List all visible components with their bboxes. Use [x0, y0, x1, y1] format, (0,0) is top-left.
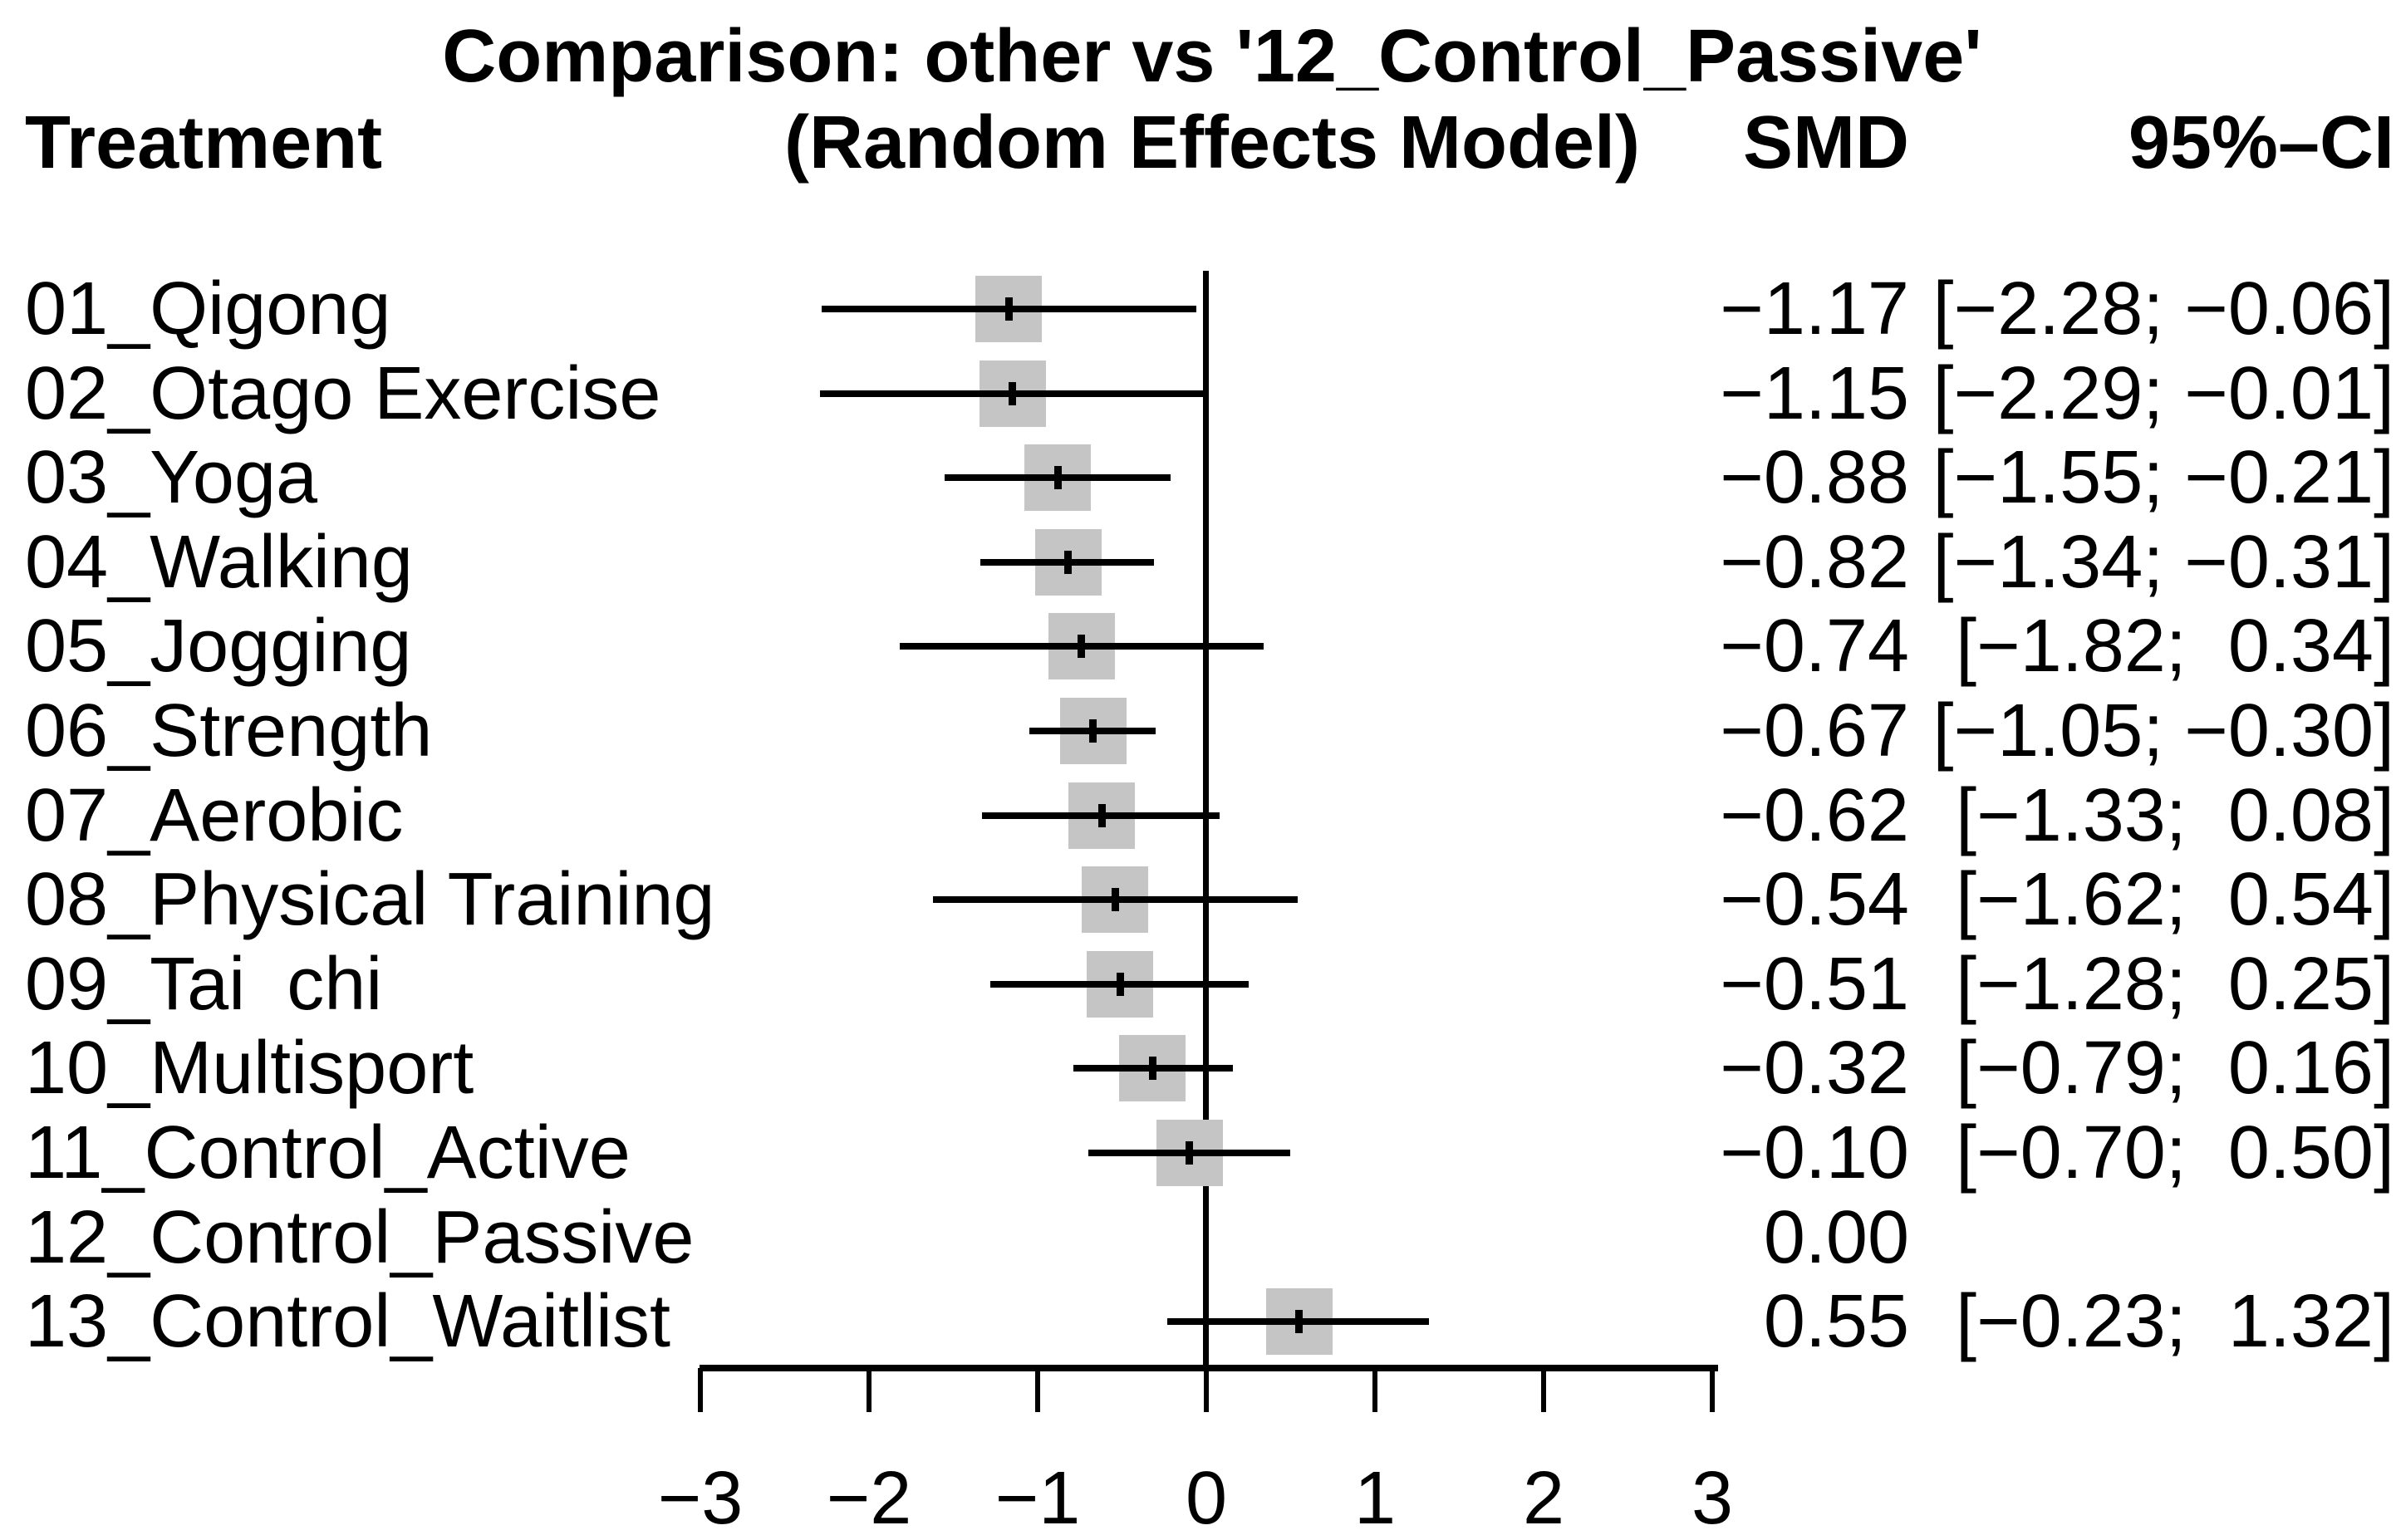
- treatment-label: 13_Control_Waitlist: [25, 1280, 670, 1364]
- point-estimate-tick: [1186, 1141, 1194, 1165]
- point-estimate-tick: [1089, 719, 1097, 743]
- ci-value: [−1.05; −0.30]: [1932, 689, 2394, 772]
- ci-value: [−1.28; 0.25]: [1956, 942, 2394, 1026]
- x-axis-tick-mark: [1710, 1368, 1715, 1412]
- smd-value: −0.51: [1720, 942, 1909, 1026]
- treatment-label: 07_Aerobic: [25, 773, 404, 857]
- ci-value: [−1.82; 0.34]: [1956, 605, 2394, 689]
- x-axis-tick-label: −3: [657, 1457, 744, 1540]
- treatment-label: 08_Physical Training: [25, 858, 715, 942]
- ci-value: [−2.29; −0.01]: [1932, 351, 2394, 435]
- x-axis-tick-label: −2: [826, 1457, 912, 1540]
- smd-value: −1.17: [1720, 267, 1909, 351]
- smd-value: −0.62: [1720, 773, 1909, 857]
- point-estimate-tick: [1097, 803, 1106, 827]
- smd-value: −0.54: [1720, 858, 1909, 942]
- x-axis-tick-label: 2: [1522, 1457, 1565, 1540]
- x-axis-tick-mark: [1372, 1368, 1377, 1412]
- x-axis-line: [700, 1365, 1718, 1371]
- point-estimate-tick: [1148, 1057, 1156, 1081]
- treatment-label: 12_Control_Passive: [25, 1195, 695, 1279]
- point-estimate-tick: [1009, 381, 1017, 405]
- treatment-label: 06_Strength: [25, 689, 433, 772]
- treatment-label: 04_Walking: [25, 520, 413, 604]
- x-axis-tick-mark: [698, 1368, 703, 1412]
- point-estimate-tick: [1116, 972, 1124, 996]
- point-estimate-tick: [1053, 466, 1062, 490]
- ci-value: [−2.28; −0.06]: [1932, 267, 2394, 351]
- point-estimate-tick: [1064, 550, 1073, 574]
- smd-value: −0.67: [1720, 689, 1909, 772]
- treatment-label: 11_Control_Active: [25, 1111, 631, 1194]
- smd-value: −0.10: [1720, 1111, 1909, 1194]
- smd-value: 0.55: [1763, 1280, 1909, 1364]
- treatment-label: 01_Qigong: [25, 267, 391, 351]
- ci-value: [−1.62; 0.54]: [1956, 858, 2394, 942]
- chart-subtitle: (Random Effects Model): [783, 101, 1641, 184]
- smd-value: −1.15: [1720, 351, 1909, 435]
- column-header-smd: SMD: [1743, 101, 1909, 184]
- point-estimate-tick: [1111, 888, 1119, 912]
- x-axis-tick-mark: [1204, 1368, 1209, 1412]
- x-axis-tick-label: 3: [1691, 1457, 1734, 1540]
- treatment-label: 02_Otago Exercise: [25, 351, 661, 435]
- smd-value: −0.82: [1720, 520, 1909, 604]
- treatment-label: 05_Jogging: [25, 605, 412, 689]
- x-axis-tick-label: 0: [1185, 1457, 1228, 1540]
- treatment-label: 10_Multisport: [25, 1027, 474, 1111]
- smd-value: −0.88: [1720, 436, 1909, 520]
- smd-value: 0.00: [1763, 1195, 1909, 1279]
- x-axis-tick-label: −1: [994, 1457, 1081, 1540]
- ci-value: [−0.70; 0.50]: [1956, 1111, 2394, 1194]
- ci-value: [−0.23; 1.32]: [1956, 1280, 2394, 1364]
- x-axis-tick-label: 1: [1353, 1457, 1397, 1540]
- column-header-ci: 95%–CI: [2128, 101, 2394, 184]
- point-estimate-tick: [1078, 635, 1086, 659]
- x-axis-tick-mark: [1035, 1368, 1040, 1412]
- x-axis-tick-mark: [1541, 1368, 1546, 1412]
- smd-value: −0.74: [1720, 605, 1909, 689]
- treatment-label: 03_Yoga: [25, 436, 318, 520]
- smd-value: −0.32: [1720, 1027, 1909, 1111]
- column-header-treatment: Treatment: [25, 101, 383, 184]
- treatment-label: 09_Tai chi: [25, 942, 383, 1026]
- point-estimate-tick: [1295, 1310, 1304, 1334]
- chart-title: Comparison: other vs '12_Control_Passive…: [442, 15, 1982, 98]
- ci-value: [−1.34; −0.31]: [1932, 520, 2394, 604]
- x-axis-tick-mark: [867, 1368, 871, 1412]
- zero-reference-line: [1203, 271, 1209, 1371]
- point-estimate-tick: [1004, 297, 1013, 321]
- ci-value: [−1.55; −0.21]: [1932, 436, 2394, 520]
- ci-value: [−0.79; 0.16]: [1956, 1027, 2394, 1111]
- ci-value: [−1.33; 0.08]: [1956, 773, 2394, 857]
